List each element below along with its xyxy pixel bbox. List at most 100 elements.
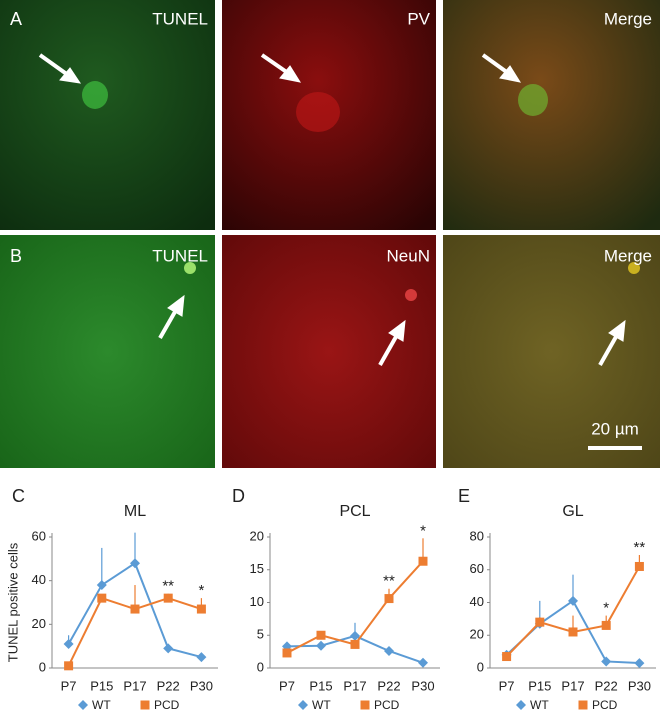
- chart-title: ML: [124, 503, 146, 520]
- legend-marker: [140, 700, 150, 710]
- marker: [350, 639, 360, 649]
- y-tick-label: 80: [470, 528, 484, 543]
- legend-label: WT: [530, 698, 549, 712]
- scale-bar-label: 20 µm: [591, 419, 639, 438]
- marker: [282, 648, 292, 658]
- image: [222, 235, 436, 468]
- arrows: [38, 53, 626, 366]
- marker: [502, 652, 512, 662]
- y-tick-label: 60: [32, 528, 46, 543]
- marker: [634, 561, 644, 571]
- x-tick-label: P22: [377, 678, 400, 693]
- y-tick-label: 5: [257, 627, 264, 642]
- legend-label: PCD: [592, 698, 618, 712]
- chart-title: GL: [562, 503, 583, 520]
- legend-marker: [516, 700, 526, 710]
- x-tick-label: P17: [343, 678, 366, 693]
- image-label: PV: [407, 9, 430, 28]
- legend-marker: [298, 700, 308, 710]
- significance: **: [383, 573, 395, 590]
- image-label: TUNEL: [152, 9, 208, 28]
- significance: *: [420, 522, 426, 539]
- marker: [196, 604, 206, 614]
- marker: [601, 656, 612, 667]
- x-tick-label: P30: [190, 678, 213, 693]
- x-tick-label: P7: [499, 678, 515, 693]
- image-label: NeuN: [387, 246, 430, 265]
- marker: [97, 593, 107, 603]
- marker: [535, 617, 545, 627]
- marker: [96, 580, 107, 591]
- marker: [418, 657, 428, 668]
- marker: [418, 556, 428, 566]
- y-tick-label: 0: [257, 659, 264, 674]
- y-tick-label: 15: [250, 561, 264, 576]
- image: [443, 235, 660, 468]
- y-tick-label: 0: [39, 659, 46, 674]
- marker: [634, 658, 645, 669]
- legend-marker: [360, 700, 370, 710]
- y-tick-label: 40: [470, 594, 484, 609]
- x-tick-label: P17: [561, 678, 584, 693]
- y-tick-label: 40: [32, 572, 46, 587]
- y-tick-label: 20: [250, 528, 264, 543]
- marker: [568, 627, 578, 637]
- significance: **: [634, 539, 646, 556]
- marker: [63, 638, 74, 649]
- image: [443, 0, 660, 230]
- cell: [628, 262, 640, 274]
- cell: [405, 289, 417, 301]
- marker: [568, 595, 578, 606]
- chart-title: PCL: [339, 503, 370, 520]
- x-tick-label: P17: [123, 678, 146, 693]
- legend-marker: [578, 700, 588, 710]
- y-tick-label: 20: [32, 616, 46, 631]
- legend-label: PCD: [374, 698, 400, 712]
- marker: [196, 652, 207, 663]
- y-tick-label: 20: [470, 627, 484, 642]
- panel-letter: D: [232, 486, 245, 506]
- x-tick-label: P7: [61, 678, 77, 693]
- x-tick-label: P15: [309, 678, 332, 693]
- x-tick-label: P30: [411, 678, 434, 693]
- panel-letter: C: [12, 486, 25, 506]
- micrographs: [0, 0, 660, 468]
- y-tick-label: 0: [477, 659, 484, 674]
- marker: [163, 643, 174, 654]
- panel-letter: E: [458, 486, 470, 506]
- image-label: Merge: [604, 246, 652, 265]
- marker: [130, 558, 140, 569]
- legend-label: WT: [312, 698, 331, 712]
- panel-letter: B: [10, 246, 22, 266]
- panel-letter: A: [10, 9, 22, 29]
- x-tick-label: P15: [90, 678, 113, 693]
- marker: [130, 604, 140, 614]
- significance: **: [162, 578, 174, 595]
- y-tick-label: 10: [250, 594, 264, 609]
- marker: [163, 593, 173, 603]
- cell: [82, 81, 108, 109]
- x-tick-label: P30: [628, 678, 651, 693]
- marker: [350, 630, 360, 641]
- x-tick-label: P7: [279, 678, 295, 693]
- marker: [384, 594, 394, 604]
- legend-marker: [78, 700, 88, 710]
- image-label: TUNEL: [152, 246, 208, 265]
- marker: [384, 645, 394, 656]
- image-label: Merge: [604, 9, 652, 28]
- cell: [518, 84, 548, 116]
- marker: [601, 620, 611, 630]
- legend-label: WT: [92, 698, 111, 712]
- y-tick-label: 60: [470, 561, 484, 576]
- cell: [184, 262, 196, 274]
- x-tick-label: P15: [528, 678, 551, 693]
- marker: [316, 630, 326, 640]
- significance: *: [198, 582, 204, 599]
- legend-label: PCD: [154, 698, 180, 712]
- marker: [64, 661, 74, 671]
- significance: *: [603, 600, 609, 617]
- y-axis-label: TUNEL positive cells: [5, 542, 20, 662]
- image: [0, 0, 215, 230]
- cell: [296, 92, 340, 132]
